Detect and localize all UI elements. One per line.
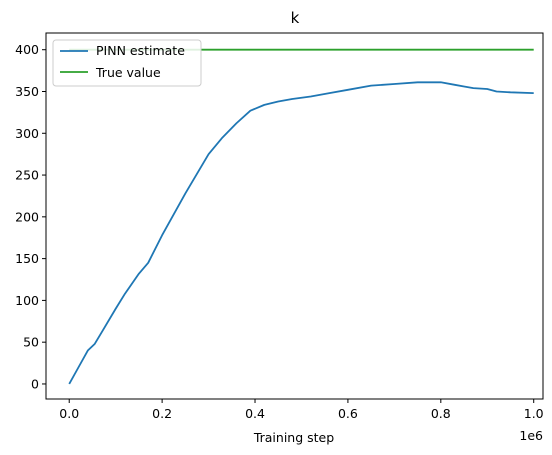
x-axis-offset-label: 1e6 [519,428,543,443]
x-tick-label: 0.8 [431,406,451,421]
x-axis-label: Training step [253,430,334,445]
x-tick-label: 0.0 [59,406,79,421]
y-tick-label: 250 [15,168,39,183]
x-axis: 0.0 0.2 0.4 0.6 0.8 1.0 [59,399,544,421]
legend-label-true-value: True value [95,65,161,80]
series-layer [68,48,534,385]
x-tick-label: 0.2 [152,406,172,421]
series-line-pinn-estimate [68,81,534,385]
y-tick-label: 200 [15,209,39,224]
legend-box [52,39,202,87]
y-tick-label: 400 [15,42,39,57]
y-tick-label: 300 [15,126,39,141]
plot-frame [45,32,544,400]
x-tick-label: 0.6 [338,406,358,421]
y-tick-label: 100 [15,293,39,308]
y-tick-label: 0 [31,376,39,391]
legend: PINN estimate True value [52,39,202,87]
y-tick-label: 350 [15,84,39,99]
legend-label-pinn-estimate: PINN estimate [96,43,185,58]
x-tick-label: 0.4 [245,406,265,421]
y-axis: 0 50 100 150 200 250 300 350 400 [15,42,46,391]
y-tick-label: 150 [15,251,39,266]
chart-title: k [291,9,300,27]
y-tick-label: 50 [23,335,39,350]
x-tick-label: 1.0 [524,406,544,421]
